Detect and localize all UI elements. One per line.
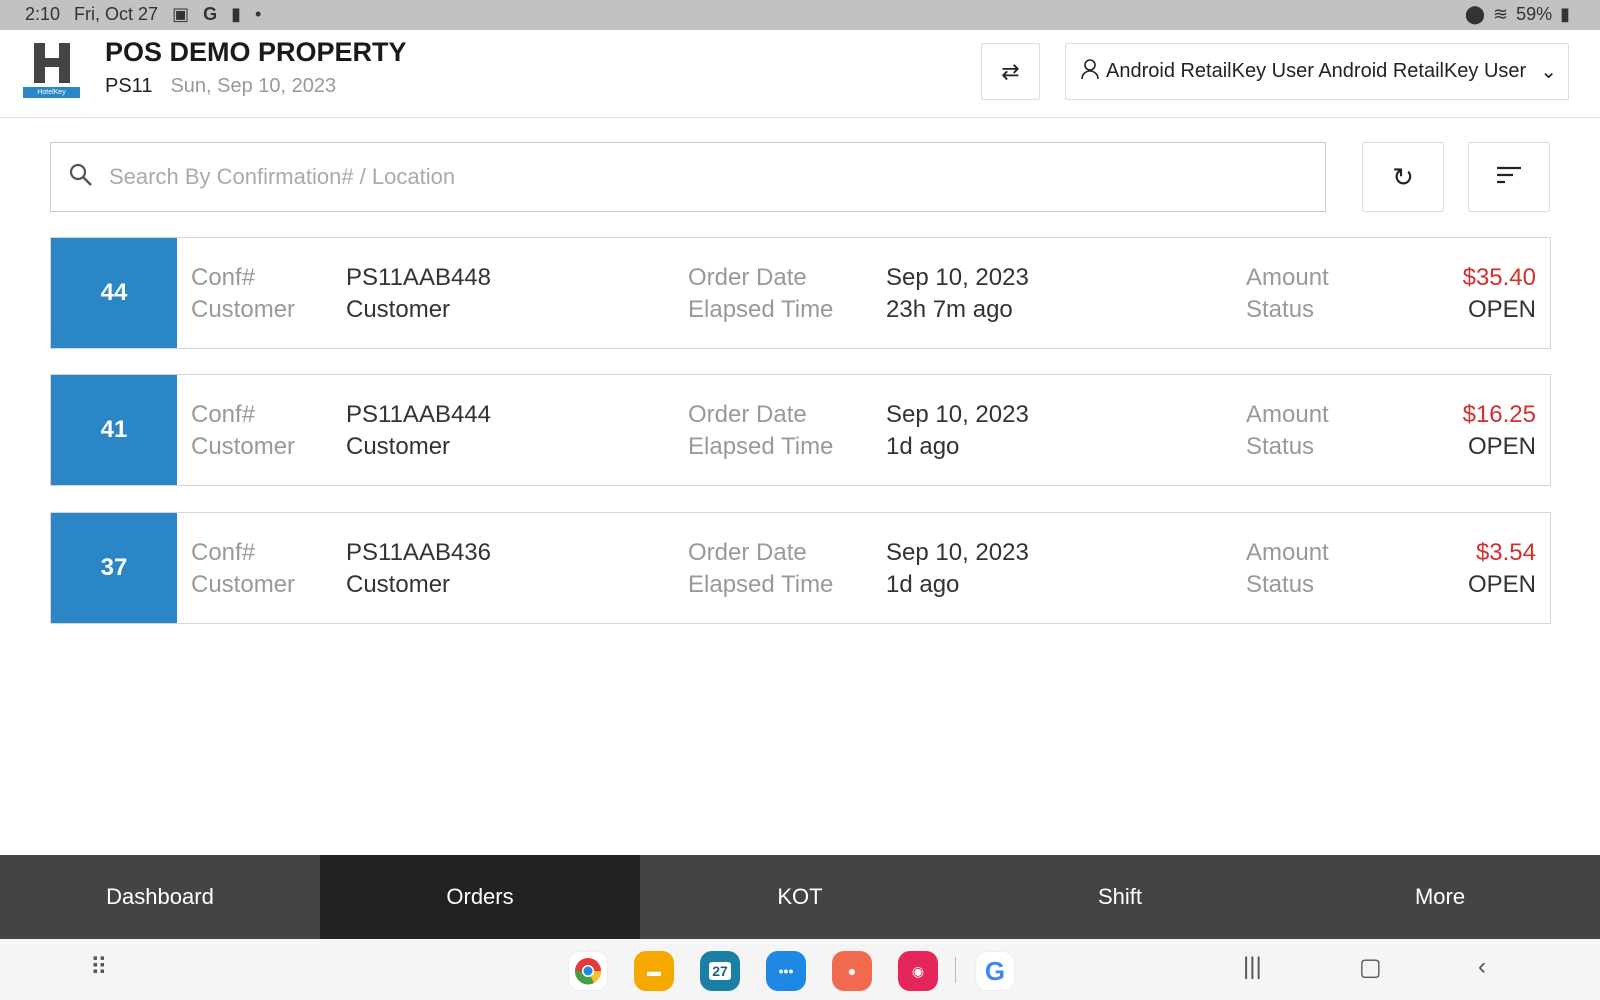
home-icon[interactable]: ▢ xyxy=(1359,954,1382,981)
order-date-label: Order Date xyxy=(688,264,807,291)
dot-icon: • xyxy=(255,4,262,24)
order-row[interactable]: 37 Conf# Customer PS11AAB436 Customer Orde… xyxy=(50,512,1551,624)
order-date-label: Order Date xyxy=(688,539,807,566)
chrome-icon[interactable] xyxy=(568,951,608,991)
refresh-button[interactable]: ↻ xyxy=(1362,142,1444,212)
order-amount: $35.40 xyxy=(1462,264,1536,291)
order-row[interactable]: 41 Conf# Customer PS11AAB444 Customer Orde… xyxy=(50,374,1551,486)
customer-name: Customer xyxy=(346,433,451,460)
customer-label: Customer xyxy=(191,571,296,598)
sort-button[interactable] xyxy=(1468,142,1550,212)
customer-name: Customer xyxy=(346,296,451,323)
tab-more[interactable]: More xyxy=(1414,884,1466,909)
clock: 2:10 xyxy=(25,4,61,24)
conf-number: PS11AAB448 xyxy=(346,264,491,291)
order-row[interactable]: 44 Conf# Customer PS11AAB448 Customer Orde… xyxy=(50,237,1551,349)
chevron-down-icon: ⌄ xyxy=(1540,61,1557,83)
elapsed-time: 1d ago xyxy=(886,433,960,460)
user-dropdown[interactable]: Android RetailKey User Android RetailKey… xyxy=(1065,43,1569,100)
location-icon: ⬤ xyxy=(1464,4,1485,24)
status-bar: 2:10 Fri, Oct 27 ▣ G ▮ • ⬤ ≋ 59% ▮ xyxy=(0,0,1600,30)
battery-level: 59% xyxy=(1516,4,1553,24)
status-label: Status xyxy=(1246,433,1315,460)
wifi-icon: ≋ xyxy=(1492,4,1509,24)
elapsed-time: 23h 7m ago xyxy=(886,296,1013,323)
customer-label: Customer xyxy=(191,296,296,323)
field-labels: Conf# Customer xyxy=(191,262,295,326)
order-date: Sep 10, 2023 xyxy=(886,539,1029,566)
google-icon: G xyxy=(203,4,218,24)
conf-label: Conf# xyxy=(191,264,256,291)
conf-label: Conf# xyxy=(191,539,256,566)
user-name: Android RetailKey User Android RetailKey… xyxy=(1106,60,1527,82)
system-nav-bar: ⠿ ▬ 27 ••• ● ◉ G ||| ▢ ‹ xyxy=(0,939,1600,1000)
order-status: OPEN xyxy=(1467,433,1536,460)
tab-shift[interactable]: Shift xyxy=(1097,884,1143,909)
dock-divider xyxy=(955,957,956,983)
recents-icon[interactable]: ||| xyxy=(1243,953,1262,980)
order-date-label: Order Date xyxy=(688,401,807,428)
search-icon xyxy=(69,163,93,192)
swap-arrows-icon: ⇄ xyxy=(1001,58,1020,84)
property-code: PS11 xyxy=(105,75,153,97)
google-app-icon[interactable]: G xyxy=(975,951,1015,991)
order-amount: $3.54 xyxy=(1475,539,1536,566)
status-label: Status xyxy=(1246,296,1315,323)
field-labels: Conf# Customer xyxy=(191,399,295,463)
order-date: Sep 10, 2023 xyxy=(886,264,1029,291)
property-title: POS DEMO PROPERTY xyxy=(105,37,407,67)
order-status: OPEN xyxy=(1467,296,1536,323)
hotelkey-logo: HotelKey xyxy=(23,43,80,99)
conf-label: Conf# xyxy=(191,401,256,428)
order-amount: $16.25 xyxy=(1462,401,1536,428)
tab-kot[interactable]: KOT xyxy=(777,884,823,909)
conf-number: PS11AAB444 xyxy=(346,401,491,428)
search-input[interactable] xyxy=(109,164,1259,190)
contacts-icon[interactable]: ● xyxy=(832,951,872,991)
customer-name: Customer xyxy=(346,571,451,598)
order-number-badge: 44 xyxy=(51,238,177,348)
gallery-icon: ▣ xyxy=(172,4,190,24)
status-date: Fri, Oct 27 xyxy=(74,4,159,24)
screen-recorder-icon[interactable]: ◉ xyxy=(898,951,938,991)
order-date: Sep 10, 2023 xyxy=(886,401,1029,428)
calendar-icon[interactable]: 27 xyxy=(700,951,740,991)
refresh-icon: ↻ xyxy=(1392,161,1414,192)
battery-icon: ▮ xyxy=(1560,4,1570,24)
user-icon xyxy=(1080,58,1100,86)
amount-label: Amount xyxy=(1246,401,1329,428)
bottom-nav: Dashboard Orders KOT Shift More xyxy=(0,855,1600,939)
order-number-badge: 41 xyxy=(51,375,177,485)
order-number-badge: 37 xyxy=(51,513,177,623)
elapsed-label: Elapsed Time xyxy=(688,296,834,323)
search-box[interactable] xyxy=(50,142,1326,212)
elapsed-time: 1d ago xyxy=(886,571,960,598)
order-status: OPEN xyxy=(1467,571,1536,598)
logo-h-mark xyxy=(33,43,70,83)
amount-label: Amount xyxy=(1246,264,1329,291)
app-header: HotelKey POS DEMO PROPERTY PS11 Sun, Sep… xyxy=(0,30,1600,118)
customer-label: Customer xyxy=(191,433,296,460)
status-label: Status xyxy=(1246,571,1315,598)
sort-icon xyxy=(1496,166,1522,189)
app-drawer-icon[interactable]: ⠿ xyxy=(90,954,108,981)
elapsed-label: Elapsed Time xyxy=(688,433,834,460)
business-date: Sun, Sep 10, 2023 xyxy=(170,75,337,97)
switch-button[interactable]: ⇄ xyxy=(981,43,1040,100)
back-icon[interactable]: ‹ xyxy=(1478,953,1486,980)
logo-wordmark: HotelKey xyxy=(23,87,80,98)
files-icon[interactable]: ▬ xyxy=(634,951,674,991)
field-labels: Conf# Customer xyxy=(191,537,295,601)
tab-dashboard[interactable]: Dashboard xyxy=(106,884,214,909)
calendar-day: 27 xyxy=(709,962,731,980)
tab-orders[interactable]: Orders xyxy=(320,855,640,939)
sd-card-icon: ▮ xyxy=(231,4,241,24)
messages-icon[interactable]: ••• xyxy=(766,951,806,991)
conf-number: PS11AAB436 xyxy=(346,539,491,566)
amount-label: Amount xyxy=(1246,539,1329,566)
elapsed-label: Elapsed Time xyxy=(688,571,834,598)
